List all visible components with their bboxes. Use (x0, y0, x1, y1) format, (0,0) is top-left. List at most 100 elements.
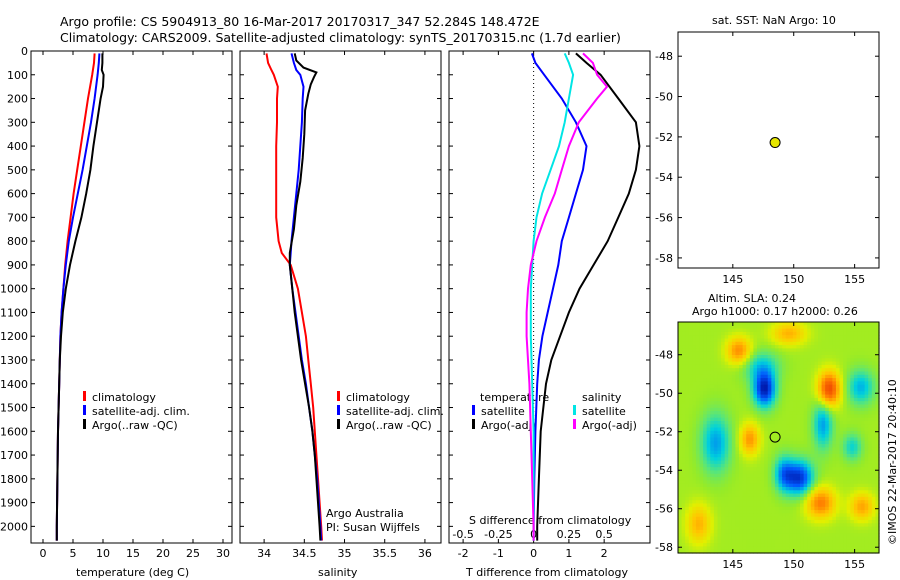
heatmap-cell (853, 487, 859, 491)
heatmap-cell (767, 361, 772, 366)
heatmap-cell (800, 546, 805, 551)
heatmap-cell (749, 490, 754, 495)
heatmap-cell (764, 325, 769, 330)
heatmap-cell (821, 368, 826, 373)
heatmap-cell (778, 520, 783, 524)
heatmap-cell (695, 523, 701, 528)
heatmap-cell (739, 516, 744, 521)
heatmap-cell (800, 427, 805, 432)
heatmap-cell (749, 361, 754, 366)
heatmap-cell (857, 358, 862, 363)
heatmap-cell (839, 421, 844, 425)
heatmap-cell (764, 371, 769, 376)
heatmap-cell (735, 381, 740, 386)
heatmap-cell (828, 480, 833, 485)
heatmap-cell (828, 407, 833, 412)
heatmap-cell (861, 447, 866, 452)
heatmap-cell (864, 529, 869, 534)
heatmap-cell (685, 397, 690, 402)
sla-map-title-1: Altim. SLA: 0.24 (708, 292, 797, 305)
heatmap-cell (839, 549, 844, 554)
heatmap-cell (764, 463, 769, 468)
heatmap-cell (864, 546, 869, 551)
heatmap-cell (710, 520, 715, 524)
heatmap-cell (835, 483, 841, 488)
heatmap-cell (739, 348, 744, 353)
heatmap-cell (699, 520, 704, 524)
heatmap-cell (785, 520, 790, 524)
heatmap-cell (717, 384, 722, 389)
heatmap-cell (767, 351, 772, 356)
difference-frame (448, 50, 651, 544)
heatmap-cell (803, 536, 808, 541)
heatmap-cell (807, 364, 812, 369)
heatmap-cell (835, 437, 841, 442)
heatmap-cell (724, 523, 729, 528)
heatmap-cell (695, 430, 701, 435)
heatmap-cell (756, 549, 762, 554)
heatmap-cell (853, 440, 859, 445)
heatmap-cell (756, 533, 762, 538)
heatmap-cell (853, 345, 859, 349)
heatmap-cell (706, 506, 711, 511)
y-tick-label: 0 (21, 45, 28, 58)
heatmap-cell (678, 447, 683, 452)
heatmap-cell (753, 407, 758, 412)
heatmap-cell (685, 460, 690, 465)
heatmap-cell (685, 549, 690, 554)
heatmap-cell (785, 341, 790, 346)
heatmap-cell (850, 328, 855, 333)
heatmap-cell (742, 348, 747, 353)
heatmap-cell (681, 384, 686, 389)
heatmap-cell (785, 477, 790, 481)
heatmap-cell (735, 467, 740, 472)
heatmap-cell (724, 490, 729, 495)
heatmap-cell (803, 407, 808, 412)
heatmap-cell (814, 549, 819, 554)
heatmap-cell (681, 520, 686, 524)
heatmap-cell (792, 467, 798, 472)
heatmap-cell (789, 325, 794, 330)
heatmap-cell (685, 424, 690, 429)
heatmap-cell (807, 331, 812, 336)
heatmap-cell (796, 543, 801, 547)
heatmap-cell (774, 523, 780, 528)
heatmap-cell (717, 500, 722, 505)
heatmap-cell (767, 424, 772, 429)
heatmap-cell (685, 500, 690, 505)
heatmap-cell (850, 388, 855, 392)
heatmap-cell (875, 510, 880, 514)
heatmap-cell (728, 463, 733, 468)
heatmap-cell (803, 510, 808, 514)
heatmap-cell (825, 546, 830, 551)
heatmap-cell (792, 391, 798, 396)
heatmap-cell (846, 543, 851, 547)
x-tick-label: 2 (601, 547, 608, 560)
heatmap-cell (724, 325, 729, 330)
heatmap-cell (785, 463, 790, 468)
heatmap-cell (875, 523, 880, 528)
heatmap-cell (728, 325, 733, 330)
heatmap-cell (767, 345, 772, 349)
heatmap-cell (778, 335, 783, 340)
heatmap-cell (746, 335, 751, 340)
heatmap-cell (832, 516, 837, 521)
heatmap-cell (796, 345, 801, 349)
heatmap-cell (767, 529, 772, 534)
heatmap-cell (778, 427, 783, 432)
heatmap-cell (735, 421, 740, 425)
heatmap-cell (825, 450, 830, 455)
heatmap-cell (764, 374, 769, 379)
heatmap-cell (771, 440, 776, 445)
heatmap-cell (796, 368, 801, 373)
heatmap-cell (756, 454, 762, 458)
heatmap-cell (681, 457, 686, 462)
heatmap-cell (803, 513, 808, 518)
x-tick-label: 20 (156, 547, 170, 560)
heatmap-cell (771, 364, 776, 369)
heatmap-cell (792, 322, 798, 326)
heatmap-cell (857, 539, 862, 544)
heatmap-cell (828, 467, 833, 472)
heatmap-cell (828, 543, 833, 547)
heatmap-cell (728, 523, 733, 528)
